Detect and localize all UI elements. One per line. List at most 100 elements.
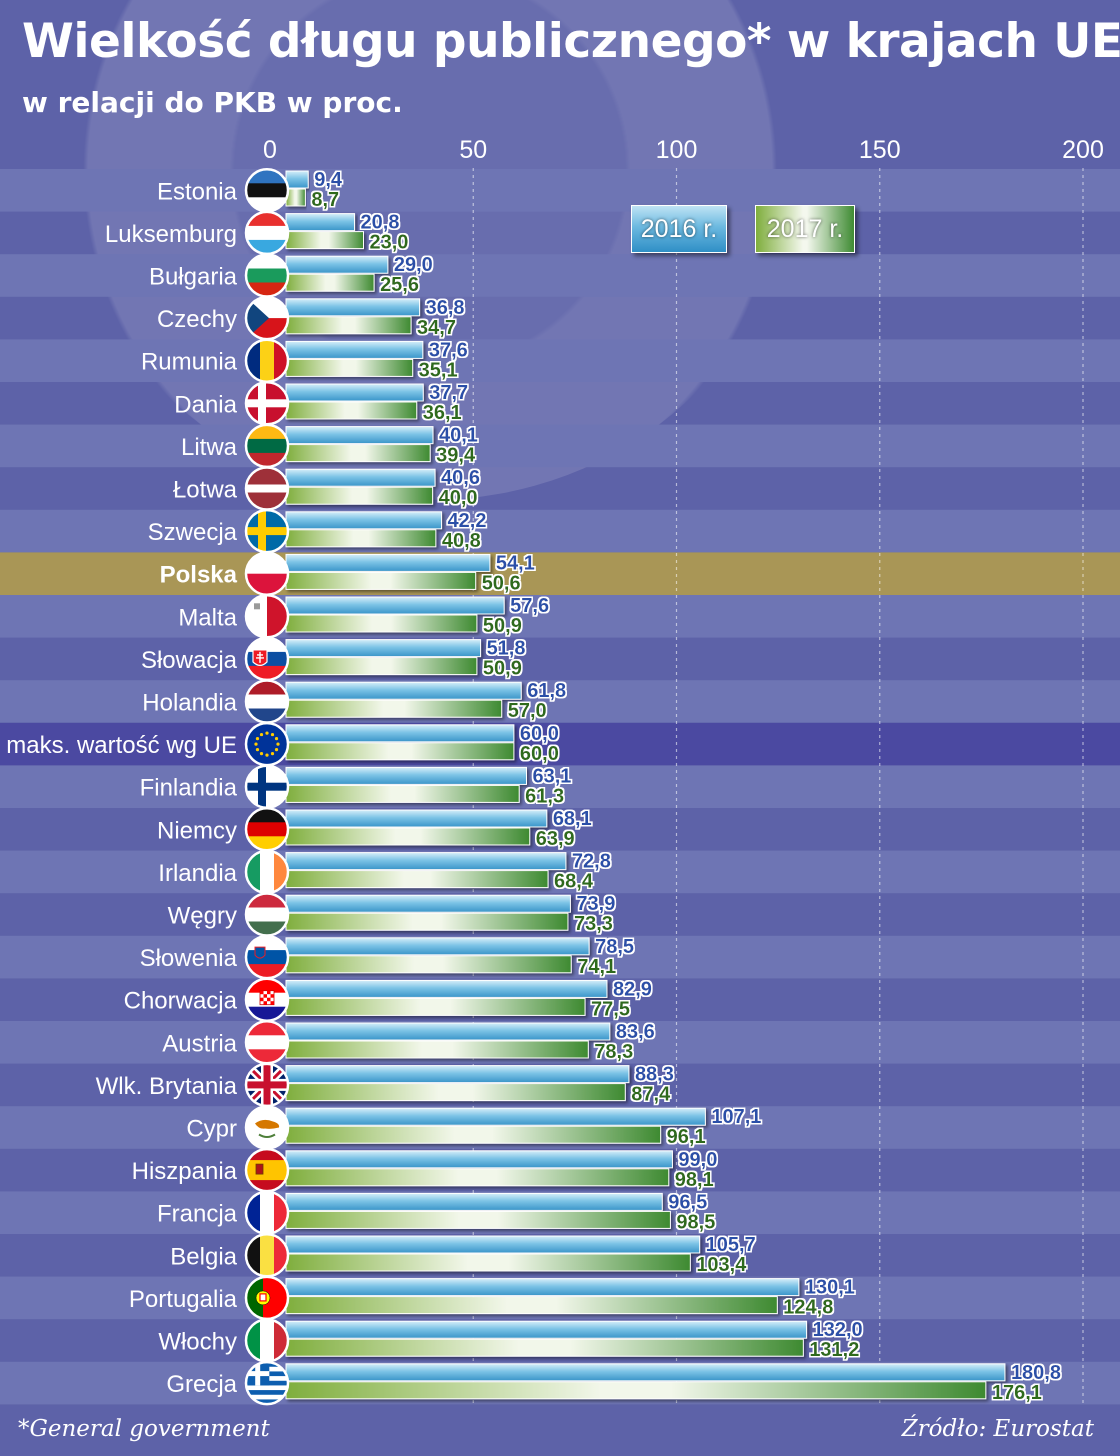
category-label: Łotwa bbox=[173, 477, 238, 504]
bar-2016 bbox=[285, 596, 505, 615]
netherlands-flag-icon bbox=[244, 679, 290, 724]
value-label-2016: 130,1 bbox=[805, 1277, 855, 1299]
category-label: Francja bbox=[157, 1201, 238, 1228]
value-label-2017: 63,9 bbox=[536, 828, 575, 850]
legend-2017-label: 2017 r. bbox=[766, 214, 844, 243]
value-label-2016: 51,8 bbox=[487, 638, 526, 660]
value-label-2016: 29,0 bbox=[394, 254, 433, 276]
category-label: Grecja bbox=[166, 1371, 237, 1398]
bar-2016 bbox=[285, 1107, 706, 1126]
bulgaria-flag-icon bbox=[244, 253, 290, 298]
bar-2016 bbox=[285, 1235, 701, 1254]
bar-2017 bbox=[285, 1253, 691, 1272]
bar-2016 bbox=[285, 1150, 673, 1169]
value-label-2017: 50,9 bbox=[483, 615, 522, 637]
row-background bbox=[0, 722, 1120, 766]
hungary-flag-icon bbox=[244, 892, 290, 937]
bar-2017 bbox=[285, 1083, 626, 1102]
value-label-2016: 68,1 bbox=[553, 808, 592, 830]
category-label: Dania bbox=[174, 391, 237, 418]
row-background bbox=[0, 424, 1120, 468]
finland-flag-icon bbox=[244, 764, 290, 809]
source-note: Źródło: Eurostat bbox=[901, 1416, 1094, 1442]
value-label-2016: 42,2 bbox=[448, 510, 487, 532]
bar-2016 bbox=[285, 1065, 630, 1084]
value-label-2017: 57,0 bbox=[508, 700, 547, 722]
chart-title: Wielkość długu publicznego* w krajach UE bbox=[22, 14, 1120, 69]
bar-2017 bbox=[285, 273, 375, 292]
value-label-2016: 99,0 bbox=[678, 1149, 717, 1171]
bar-2016 bbox=[285, 766, 528, 785]
category-label: Niemcy bbox=[157, 817, 237, 844]
value-label-2017: 23,0 bbox=[369, 232, 408, 254]
bar-2017 bbox=[285, 614, 478, 633]
category-label: Włochy bbox=[158, 1329, 237, 1356]
category-label: Węgry bbox=[168, 903, 237, 930]
luxembourg-flag-icon bbox=[244, 210, 290, 256]
slovakia-flag-icon bbox=[244, 636, 290, 682]
value-label-2017: 98,1 bbox=[675, 1169, 714, 1191]
category-label: Wlk. Brytania bbox=[96, 1073, 238, 1100]
malta-flag-icon bbox=[244, 594, 290, 639]
bar-2017 bbox=[285, 742, 515, 761]
bar-2016 bbox=[285, 298, 421, 317]
bar-2017 bbox=[285, 1168, 670, 1187]
bar-2016 bbox=[285, 639, 482, 658]
value-label-2016: 57,6 bbox=[510, 595, 549, 617]
value-label-2016: 105,7 bbox=[706, 1234, 756, 1256]
value-label-2016: 78,5 bbox=[595, 936, 634, 958]
bar-2016 bbox=[285, 852, 567, 871]
bar-2016 bbox=[285, 1022, 611, 1041]
bar-2017 bbox=[285, 529, 437, 548]
value-label-2016: 132,0 bbox=[813, 1319, 863, 1341]
bar-2017 bbox=[285, 1338, 804, 1357]
category-label: Austria bbox=[162, 1030, 237, 1057]
value-label-2017: 73,3 bbox=[574, 913, 613, 935]
bar-2016 bbox=[285, 894, 571, 913]
bar-2016 bbox=[285, 213, 356, 232]
footnote: *General government bbox=[18, 1416, 270, 1442]
austria-flag-icon bbox=[244, 1020, 290, 1065]
bar-2016 bbox=[285, 681, 522, 700]
bar-2017 bbox=[285, 784, 520, 803]
chart-subtitle: w relacji do PKB w proc. bbox=[22, 86, 403, 119]
category-label: Irlandia bbox=[158, 860, 237, 887]
row-background bbox=[0, 765, 1120, 808]
bar-2017 bbox=[285, 955, 572, 974]
slovenia-flag-icon bbox=[244, 934, 290, 980]
category-label: Malta bbox=[178, 604, 237, 631]
value-label-2017: 96,1 bbox=[667, 1126, 706, 1148]
value-label-2016: 72,8 bbox=[572, 851, 611, 873]
value-label-2017: 124,8 bbox=[783, 1297, 833, 1319]
italy-flag-icon bbox=[244, 1318, 290, 1363]
value-label-2017: 103,4 bbox=[696, 1254, 747, 1276]
value-label-2017: 61,3 bbox=[525, 785, 564, 807]
value-label-2016: 107,1 bbox=[711, 1106, 761, 1128]
category-label: Czechy bbox=[157, 306, 237, 333]
category-label: Finlandia bbox=[140, 775, 238, 802]
ireland-flag-icon bbox=[244, 849, 290, 895]
category-label: maks. wartość wg UE bbox=[6, 732, 237, 759]
bar-2017 bbox=[285, 1125, 662, 1144]
bar-2016 bbox=[285, 1278, 800, 1297]
legend-2016-label: 2016 r. bbox=[640, 214, 718, 243]
value-label-2017: 35,1 bbox=[419, 359, 458, 381]
bar-2017 bbox=[285, 401, 418, 420]
x-tick-label: 100 bbox=[656, 136, 698, 164]
category-label: Polska bbox=[160, 562, 238, 589]
bar-2016 bbox=[285, 1363, 1006, 1382]
value-label-2016: 73,9 bbox=[576, 893, 615, 915]
belgium-flag-icon bbox=[244, 1233, 290, 1278]
bar-2017 bbox=[285, 1381, 987, 1400]
eu-flag-icon bbox=[244, 721, 290, 767]
value-label-2017: 74,1 bbox=[577, 956, 616, 978]
category-label: Portugalia bbox=[129, 1286, 238, 1313]
bar-2016 bbox=[285, 468, 436, 487]
bar-2017 bbox=[285, 1296, 778, 1315]
bar-2017 bbox=[285, 912, 569, 931]
value-label-2016: 61,8 bbox=[527, 680, 566, 702]
category-label: Litwa bbox=[181, 434, 238, 461]
value-label-2016: 40,6 bbox=[441, 467, 480, 489]
legend-2017: 2017 r. bbox=[755, 205, 855, 253]
bar-2017 bbox=[285, 444, 431, 463]
